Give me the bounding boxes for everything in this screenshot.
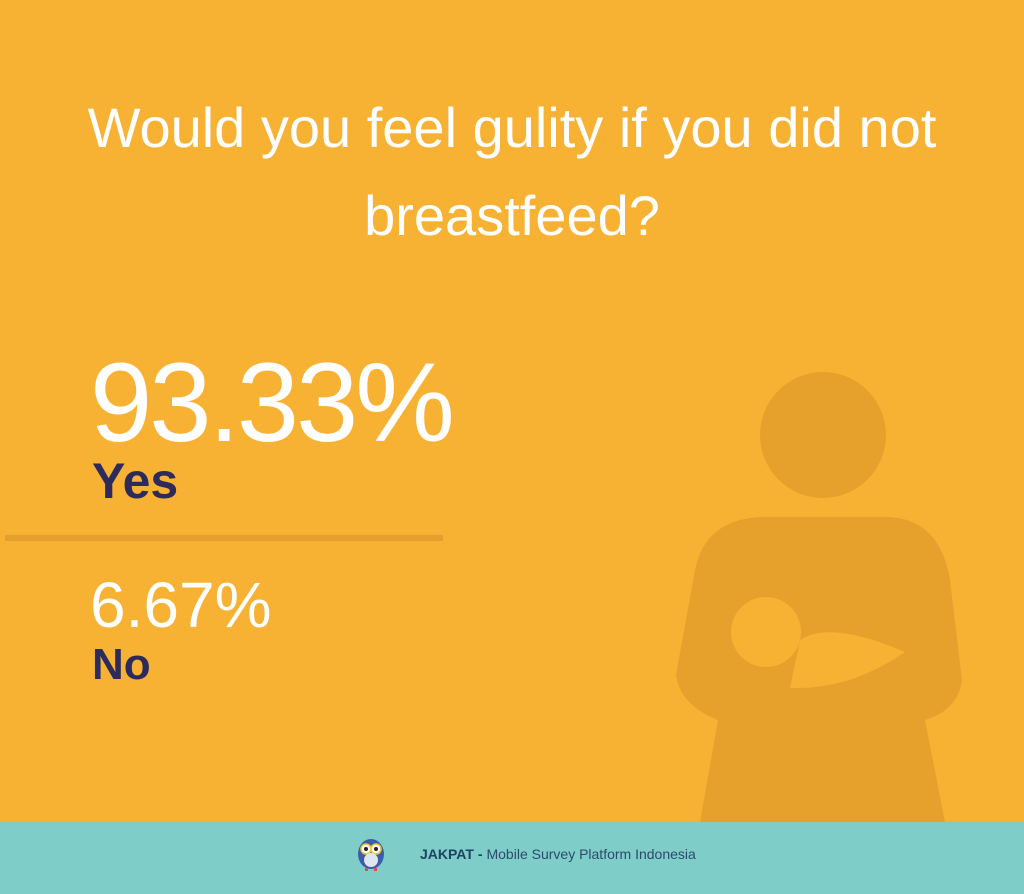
- result-value: 6.67%: [90, 569, 272, 641]
- tagline: Mobile Survey Platform Indonesia: [486, 846, 696, 862]
- brand: JAKPAT -: [420, 846, 483, 862]
- title: Would you feel gulity if you did not bre…: [87, 96, 937, 247]
- footer: JAKPAT - Mobile Survey Platform Indonesia: [0, 822, 1024, 894]
- result-value: 93.33%: [90, 340, 455, 465]
- mother-silhouette: [676, 372, 962, 822]
- divider: [5, 535, 443, 541]
- result-label: No: [92, 640, 151, 689]
- result-label: Yes: [92, 453, 179, 509]
- footer-text: JAKPAT - Mobile Survey Platform Indonesia: [420, 846, 696, 862]
- owl-logo: [358, 839, 384, 871]
- baby-silhouette: [731, 597, 905, 689]
